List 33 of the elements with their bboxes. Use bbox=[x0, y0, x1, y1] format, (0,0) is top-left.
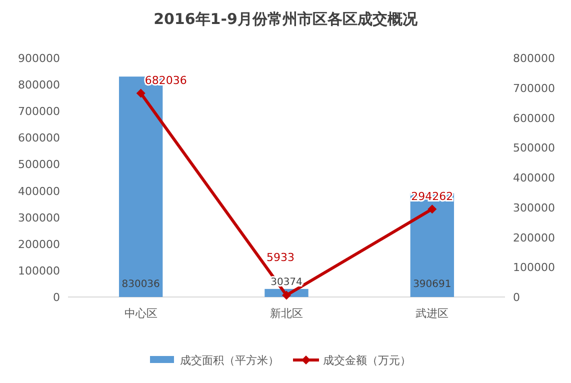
x-tick-label: 中心区 bbox=[124, 307, 158, 320]
chart-title: 2016年1-9月份常州市区各区成交概况 bbox=[154, 10, 418, 28]
legend-label: 成交金额（万元） bbox=[323, 354, 411, 367]
y-tick-label: 300000 bbox=[18, 211, 60, 224]
x-tick-label: 武进区 bbox=[416, 307, 449, 320]
point bbox=[428, 204, 437, 214]
y-tick-label: 0 bbox=[53, 291, 60, 304]
y2-tick-label: 200000 bbox=[513, 231, 555, 244]
y2-tick-label: 100000 bbox=[513, 261, 555, 274]
y-tick-label: 100000 bbox=[18, 264, 60, 278]
data-label: 294262 bbox=[411, 190, 454, 204]
y-tick-label: 900000 bbox=[18, 52, 60, 65]
y2-tick-label: 600000 bbox=[513, 112, 555, 125]
y-tick-label: 500000 bbox=[18, 158, 60, 172]
data-label: 830036 bbox=[122, 279, 160, 290]
x-tick-label: 新北区 bbox=[270, 307, 303, 320]
bar bbox=[410, 193, 454, 297]
data-label: 5933 bbox=[266, 251, 294, 264]
y2-tick-label: 700000 bbox=[513, 82, 555, 95]
y-tick-label: 800000 bbox=[18, 78, 60, 92]
data-label: 390691 bbox=[413, 279, 452, 290]
point bbox=[282, 290, 291, 300]
y2-tick-label: 300000 bbox=[513, 201, 555, 214]
y-tick-label: 700000 bbox=[18, 105, 60, 118]
y-tick-label: 200000 bbox=[18, 238, 60, 251]
y-tick-label: 400000 bbox=[18, 184, 60, 198]
y-tick-label: 600000 bbox=[18, 132, 60, 145]
legend-label: 成交面积（平方米） bbox=[180, 354, 279, 367]
point bbox=[136, 88, 146, 98]
y2-tick-label: 800000 bbox=[513, 52, 555, 65]
y2-tick-label: 500000 bbox=[513, 142, 555, 155]
y2-tick-label: 400000 bbox=[513, 172, 555, 184]
y2-tick-label: 0 bbox=[513, 291, 520, 304]
